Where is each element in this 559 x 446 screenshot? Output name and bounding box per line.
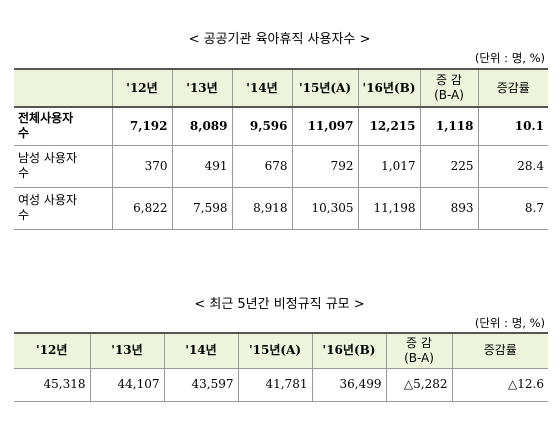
unit-note: (단위 : 명, %) [474, 51, 545, 65]
table-cell: 43,597 [163, 367, 239, 402]
table-cell: 10.1 [477, 106, 548, 146]
table: '12년 '13년 '14년 '15년(A) '16년(B) 증 감 (B-A) 증감률 45… [14, 332, 548, 402]
table-cell: '16년(B) [357, 68, 421, 108]
table-cell: 893 [419, 186, 479, 230]
table-cell: 8.7 [477, 186, 548, 230]
table-cell: 1,017 [357, 144, 421, 188]
table-cell: 증 감 (B-A) [419, 68, 479, 108]
table-cell: '13년 [89, 332, 165, 369]
table-cell: 여성 사용자 수 [14, 186, 113, 230]
table-cell: 36,499 [311, 367, 387, 402]
table-row: '12년 '13년 '14년 '15년(A) '16년(B) 증 감 (B-A) 증감률 [14, 68, 548, 108]
table-cell: 증 감 (B-A) [385, 332, 453, 369]
table-cell: 44,107 [89, 367, 165, 402]
table-cell: 28.4 [477, 144, 548, 188]
table-cell: 11,198 [357, 186, 421, 230]
table-title: < 공공기관 육아휴직 사용자수 > [188, 32, 371, 47]
table-cell: '15년(A) [237, 332, 313, 369]
table-cell: 남성 사용자 수 [14, 144, 113, 188]
table-cell: 8,089 [171, 106, 233, 146]
table-title: < 최근 5년간 비정규직 규모 > [194, 297, 365, 312]
table-cell: 7,192 [111, 106, 173, 146]
table-cell: '13년 [171, 68, 233, 108]
table-row: '12년 '13년 '14년 '15년(A) '16년(B) 증 감 (B-A) 증감률 [14, 332, 548, 369]
table-cell: △12.6 [451, 367, 548, 402]
table-cell: 678 [231, 144, 293, 188]
table-cell: '14년 [231, 68, 293, 108]
table-cell: '14년 [163, 332, 239, 369]
table-cell: 225 [419, 144, 479, 188]
table-cell: '16년(B) [311, 332, 387, 369]
table-row: 여성 사용자 수 6,822 7,598 8,918 10,305 11,198 893 8.… [14, 186, 548, 230]
table-cell: '12년 [14, 332, 91, 369]
table: '12년 '13년 '14년 '15년(A) '16년(B) 증 감 (B-A) 증감률 전체… [14, 68, 548, 230]
table-cell: 전체사용자 수 [14, 106, 113, 146]
table-cell: 41,781 [237, 367, 313, 402]
table-cell: 491 [171, 144, 233, 188]
table-cell: 증감률 [451, 332, 548, 369]
table-cell: 792 [291, 144, 359, 188]
table-row: 전체사용자 수 7,192 8,089 9,596 11,097 12,215 1,118 1… [14, 106, 548, 146]
table-row: 남성 사용자 수 370 491 678 792 1,017 225 28.4 [14, 144, 548, 188]
table-cell: 370 [111, 144, 173, 188]
table-cell: 증감률 [477, 68, 548, 108]
table-cell: 6,822 [111, 186, 173, 230]
unit-note: (단위 : 명, %) [474, 316, 545, 330]
table-cell: 9,596 [231, 106, 293, 146]
table-cell: 11,097 [291, 106, 359, 146]
table-cell: 45,318 [14, 367, 91, 402]
table-cell: '12년 [111, 68, 173, 108]
table-cell: 12,215 [357, 106, 421, 146]
table-cell: 8,918 [231, 186, 293, 230]
table-cell: 10,305 [291, 186, 359, 230]
table-cell: '15년(A) [291, 68, 359, 108]
table-cell: 7,598 [171, 186, 233, 230]
table-cell: △5,282 [385, 367, 453, 402]
table-row: 45,318 44,107 43,597 41,781 36,499 △5,282 △12.… [14, 367, 548, 402]
table-cell [14, 68, 113, 108]
table-cell: 1,118 [419, 106, 479, 146]
